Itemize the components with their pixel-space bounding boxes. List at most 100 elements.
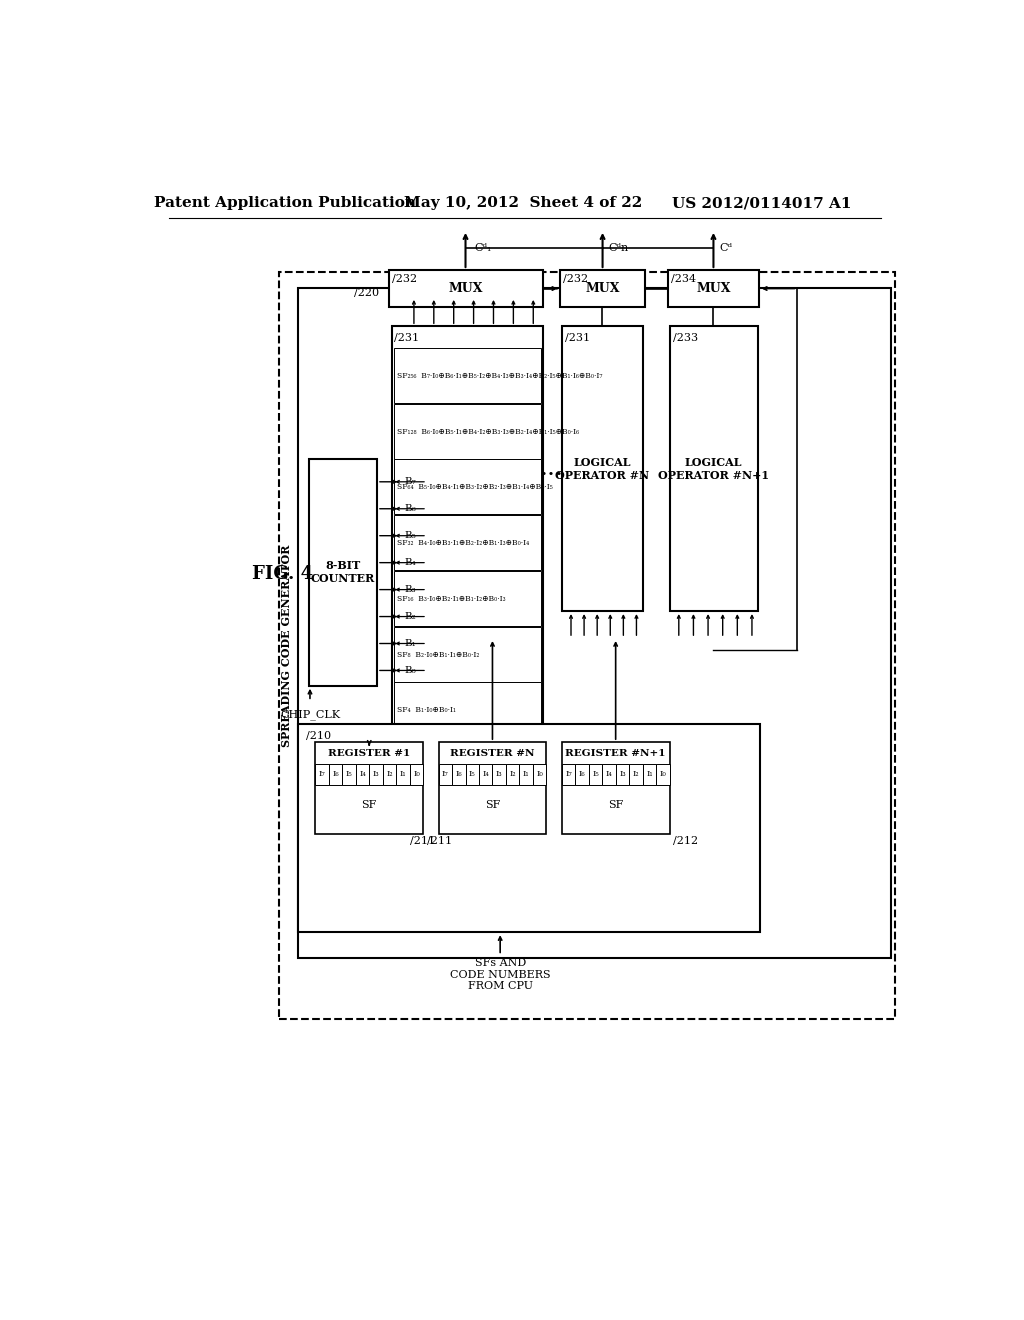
Bar <box>396 763 410 785</box>
Text: May 10, 2012  Sheet 4 of 22: May 10, 2012 Sheet 4 of 22 <box>404 197 642 210</box>
Text: I₄: I₄ <box>482 771 489 779</box>
Bar <box>562 763 575 785</box>
Bar <box>410 763 423 785</box>
Bar <box>394 348 541 403</box>
Text: SF₈  B₂·I₀⊕B₁·I₁⊕B₀·I₂: SF₈ B₂·I₀⊕B₁·I₁⊕B₀·I₂ <box>397 651 479 659</box>
Bar <box>602 763 615 785</box>
Text: I₁: I₁ <box>646 771 652 779</box>
Bar <box>394 459 541 515</box>
Text: I₇: I₇ <box>565 771 571 779</box>
Bar <box>452 763 466 785</box>
Text: B₄: B₄ <box>404 558 417 568</box>
Bar <box>575 763 589 785</box>
Text: SF: SF <box>608 800 624 810</box>
Text: SFs AND
CODE NUMBERS
FROM CPU: SFs AND CODE NUMBERS FROM CPU <box>450 958 551 991</box>
Text: REGISTER #N: REGISTER #N <box>451 750 535 758</box>
Bar <box>394 627 541 681</box>
Text: SF₁₂₈  B₆·I₀⊕B₅·I₁⊕B₄·I₂⊕B₃·I₃⊕B₂·I₄⊕B₁·I₅⊕B₀·I₆: SF₁₂₈ B₆·I₀⊕B₅·I₁⊕B₄·I₂⊕B₃·I₃⊕B₂·I₄⊕B₁·I… <box>397 428 580 436</box>
Bar <box>643 763 656 785</box>
Text: ...: ... <box>540 457 564 480</box>
Bar <box>562 742 670 834</box>
Text: I₆: I₆ <box>456 771 462 779</box>
Text: Cᵈ: Cᵈ <box>720 243 732 253</box>
Bar <box>329 763 342 785</box>
Bar <box>342 763 355 785</box>
Text: I₃: I₃ <box>496 771 503 779</box>
Text: ∕232: ∕232 <box>391 275 417 284</box>
Bar <box>670 326 758 611</box>
Text: I₇: I₇ <box>442 771 449 779</box>
Text: B₆: B₆ <box>404 504 417 513</box>
Bar <box>370 763 383 785</box>
Text: ∕211: ∕211 <box>427 836 453 846</box>
Text: FIG. 4: FIG. 4 <box>252 565 313 583</box>
Text: ∕233: ∕233 <box>673 333 697 343</box>
Bar <box>656 763 670 785</box>
Text: ∕231: ∕231 <box>565 333 590 343</box>
Text: B₃: B₃ <box>404 585 417 594</box>
Bar <box>438 742 547 834</box>
Text: B₅: B₅ <box>404 531 417 540</box>
Bar <box>355 763 370 785</box>
Text: REGISTER #1: REGISTER #1 <box>328 750 411 758</box>
Bar <box>506 763 519 785</box>
Text: Patent Application Publication: Patent Application Publication <box>154 197 416 210</box>
Text: I₂: I₂ <box>386 771 393 779</box>
Bar <box>394 515 541 570</box>
Text: SF₁₆  B₃·I₀⊕B₂·I₁⊕B₁·I₂⊕B₀·I₃: SF₁₆ B₃·I₀⊕B₂·I₁⊕B₁·I₂⊕B₀·I₃ <box>397 595 506 603</box>
Text: I₅: I₅ <box>592 771 599 779</box>
Bar <box>392 326 543 746</box>
Bar <box>532 763 547 785</box>
Text: B₀: B₀ <box>404 667 417 675</box>
Text: I₀: I₀ <box>537 771 543 779</box>
Bar <box>466 763 479 785</box>
Text: I₃: I₃ <box>373 771 379 779</box>
Text: I₇: I₇ <box>318 771 326 779</box>
Text: ∕211: ∕211 <box>410 836 435 846</box>
Text: I₆: I₆ <box>579 771 586 779</box>
Text: I₄: I₄ <box>359 771 366 779</box>
Text: ∕234: ∕234 <box>671 275 696 284</box>
Bar <box>280 272 895 1019</box>
Text: ∕232: ∕232 <box>563 275 589 284</box>
Text: SF: SF <box>361 800 377 810</box>
Bar <box>394 572 541 626</box>
Text: US 2012/0114017 A1: US 2012/0114017 A1 <box>672 197 852 210</box>
Text: SF₆₄  B₅·I₀⊕B₄·I₁⊕B₃·I₂⊕B₂·I₃⊕B₁·I₄⊕B₀·I₅: SF₆₄ B₅·I₀⊕B₄·I₁⊕B₃·I₂⊕B₂·I₃⊕B₁·I₄⊕B₀·I₅ <box>397 483 553 491</box>
Bar <box>388 271 543 308</box>
Text: I₁: I₁ <box>399 771 407 779</box>
Text: MUX: MUX <box>586 282 620 296</box>
Text: MUX: MUX <box>696 282 731 296</box>
Text: CHIP_CLK: CHIP_CLK <box>280 710 340 721</box>
Text: Cᵈn: Cᵈn <box>608 243 629 253</box>
Text: B₂: B₂ <box>404 612 417 620</box>
Text: I₅: I₅ <box>469 771 475 779</box>
Text: ∕210: ∕210 <box>306 731 331 741</box>
Text: I₀: I₀ <box>413 771 420 779</box>
Bar <box>479 763 493 785</box>
Bar <box>560 271 645 308</box>
Text: I₄: I₄ <box>605 771 612 779</box>
Bar <box>298 288 891 958</box>
Bar <box>493 763 506 785</box>
Text: I₂: I₂ <box>509 771 516 779</box>
Bar <box>562 326 643 611</box>
Text: SF₃₂  B₄·I₀⊕B₃·I₁⊕B₂·I₂⊕B₁·I₃⊕B₀·I₄: SF₃₂ B₄·I₀⊕B₃·I₁⊕B₂·I₂⊕B₁·I₃⊕B₀·I₄ <box>397 539 529 546</box>
Text: I₆: I₆ <box>332 771 339 779</box>
Bar <box>668 271 759 308</box>
Text: I₀: I₀ <box>659 771 667 779</box>
Text: ∕212: ∕212 <box>674 836 698 846</box>
Bar <box>438 763 452 785</box>
Text: Cᵈ₁: Cᵈ₁ <box>475 243 493 253</box>
Text: I₂: I₂ <box>633 771 639 779</box>
Bar <box>383 763 396 785</box>
Text: SPREADING CODE GENERATOR: SPREADING CODE GENERATOR <box>282 545 293 747</box>
Text: LOGICAL
OPERATOR #N: LOGICAL OPERATOR #N <box>555 457 649 480</box>
Text: ∕220: ∕220 <box>354 288 379 298</box>
Text: ∕231: ∕231 <box>394 333 419 343</box>
Text: SF: SF <box>484 800 500 810</box>
Text: I₃: I₃ <box>620 771 626 779</box>
Text: SF₂₅₆  B₇·I₀⊕B₆·I₁⊕B₅·I₂⊕B₄·I₃⊕B₃·I₄⊕B₂·I₅⊕B₁·I₆⊕B₀·I₇: SF₂₅₆ B₇·I₀⊕B₆·I₁⊕B₅·I₂⊕B₄·I₃⊕B₃·I₄⊕B₂·I… <box>397 372 602 380</box>
Text: B₇: B₇ <box>404 478 417 486</box>
Text: 8-BIT
COUNTER: 8-BIT COUNTER <box>311 560 375 583</box>
